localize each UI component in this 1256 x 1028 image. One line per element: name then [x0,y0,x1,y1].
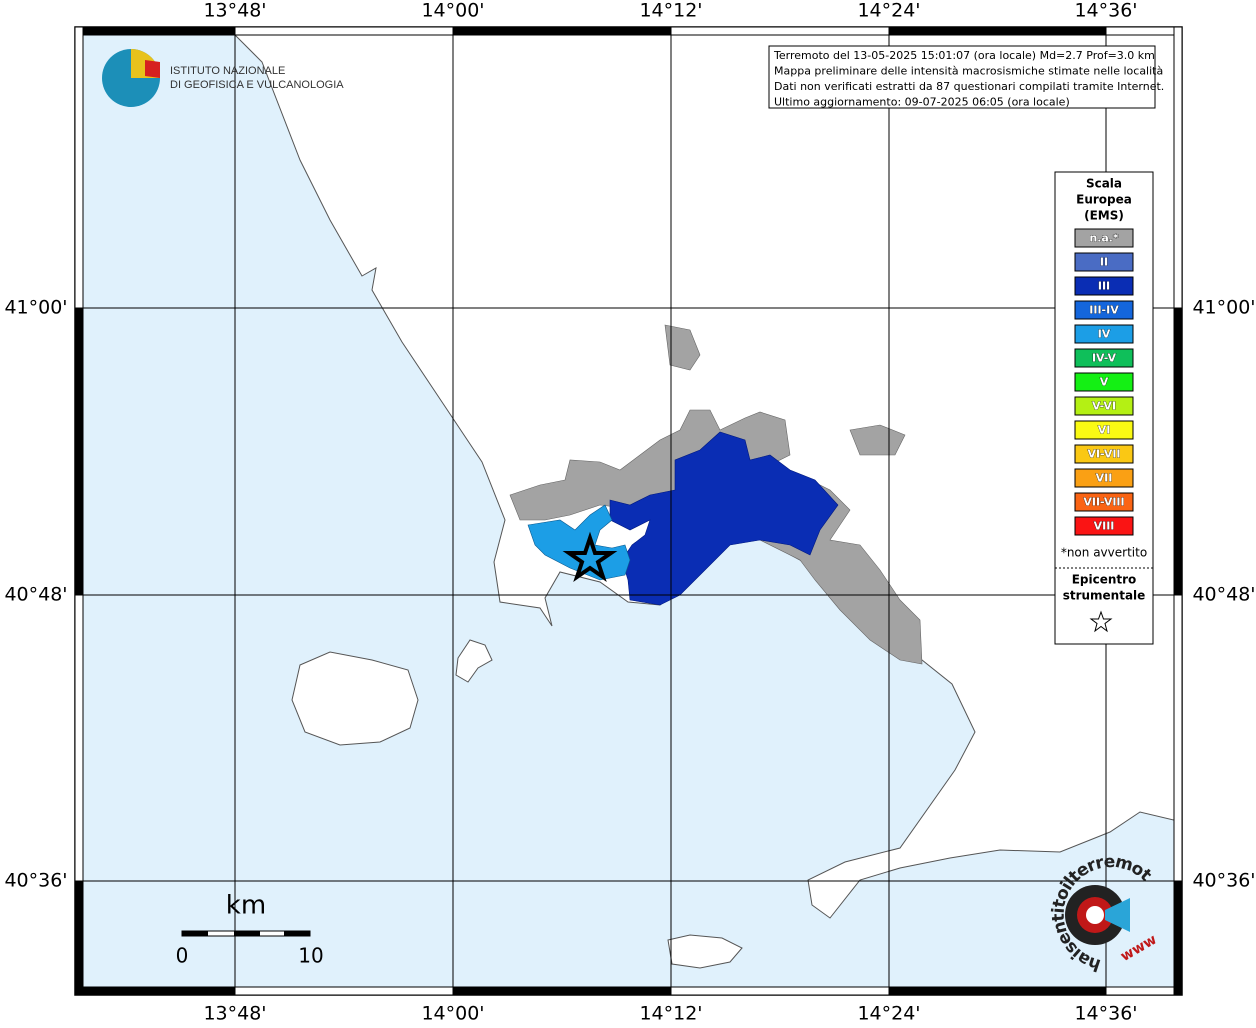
frame-band [74,986,236,996]
lat-label: 40°36' [4,870,67,892]
lon-label: 14°24' [857,0,920,22]
scale-bar [182,931,208,936]
legend-label: III [1098,280,1110,293]
island-ischia [291,651,419,746]
legend-swatch [1074,396,1134,416]
info-text: Terremoto del 13-05-2025 15:01:07 (ora l… [773,49,1164,109]
legend-swatch [1074,300,1134,320]
area-not-felt [664,324,701,371]
legend-label: II [1100,256,1108,269]
frame-band [234,986,454,996]
legend-swatch [1074,348,1134,368]
legend-label: III-IV [1089,304,1119,317]
frame-band [234,26,454,36]
area-not-felt [849,424,906,456]
legend-swatch [1074,492,1134,512]
area-iv [527,504,631,581]
lon-label: 14°36' [1074,0,1137,22]
info-line: Terremoto del 13-05-2025 15:01:07 (ora l… [773,49,1155,62]
scale-label: 10 [298,944,323,968]
frame-band [1105,986,1183,996]
legend-title: Scala [1086,177,1122,191]
legend-title: (EMS) [1084,209,1124,223]
lat-label: 40°48' [1192,584,1255,606]
info-line: Ultimo aggiornamento: 09-07-2025 06:05 (… [774,96,1070,109]
legend-epicenter: Epicentro [1072,573,1137,587]
island-procida [455,639,493,683]
frame-band [74,26,84,309]
frame-band [1173,880,1183,996]
lat-label: 40°36' [1192,870,1255,892]
frame-band [670,26,890,36]
scale-bar [284,931,310,936]
legend-star [1089,610,1113,633]
lon-label: 13°48' [203,1003,266,1025]
frame-band [1105,26,1183,36]
frame-band [74,594,84,882]
legend-swatch [1074,420,1134,440]
legend-swatch [1074,276,1134,296]
frame-band [452,26,672,36]
scale-unit: km [226,891,266,921]
legend-swatch [1074,468,1134,488]
lon-label: 14°12' [639,0,702,22]
info-line: Mappa preliminare delle intensità macros… [774,65,1163,78]
epicenter-star [562,531,618,583]
frame-band [74,307,84,596]
island-capri [667,934,743,969]
logo-text: ISTITUTO NAZIONALE [170,65,285,77]
legend-label: VIII [1094,520,1115,533]
lon-label: 14°00' [421,1003,484,1025]
legend-swatch [1074,228,1134,248]
lon-label: 14°12' [639,1003,702,1025]
area-iii [609,431,839,606]
legend-swatch [1074,444,1134,464]
frame-band [1173,26,1183,309]
frame-band [1173,307,1183,596]
frame-band [74,880,84,996]
legend: ScalaEuropea(EMS)n.a.*IIIIIIII-IVIVIV-VV… [1055,177,1153,633]
scale-bar [234,931,260,936]
lon-label: 14°24' [857,1003,920,1025]
lat-label: 40°48' [4,584,67,606]
legend-label: IV [1098,328,1111,341]
frame-band [452,986,672,996]
legend-label: IV-V [1092,352,1117,365]
legend-label: VII-VIII [1083,496,1124,509]
legend-epicenter: strumentale [1063,589,1146,603]
legend-label: V-VI [1092,400,1116,413]
info-line: Dati non verificati estratti da 87 quest… [774,80,1164,93]
frame-band [1173,594,1183,882]
lon-label: 14°00' [421,0,484,22]
lat-label: 41°00' [1192,297,1255,319]
legend-title: Europea [1076,193,1132,207]
legend-swatch [1074,324,1134,344]
legend-label: V [1100,376,1109,389]
legend-label: n.a.* [1089,232,1119,245]
frame [74,26,1183,996]
legend-swatch [1074,516,1134,536]
scale-label: 0 [176,944,189,968]
frame-band [888,986,1107,996]
badge-circle [1086,906,1104,924]
lon-label: 14°36' [1074,1003,1137,1025]
legend-label: VII [1096,472,1113,485]
legend-swatch [1074,252,1134,272]
frame-band [74,26,236,36]
badge-speaker [1105,898,1130,932]
frame-band [888,26,1107,36]
info-box [768,45,1156,109]
logo-text: DI GEOFISICA E VULCANOLOGIA [170,79,344,91]
frame-band [670,986,890,996]
logo-globe [145,60,160,78]
legend-footnote: *non avvertito [1061,546,1147,560]
legend-swatch [1074,372,1134,392]
lon-label: 13°48' [203,0,266,22]
legend-label: VI-VII [1087,448,1120,461]
legend-label: VI [1098,424,1111,437]
lat-label: 41°00' [4,297,67,319]
